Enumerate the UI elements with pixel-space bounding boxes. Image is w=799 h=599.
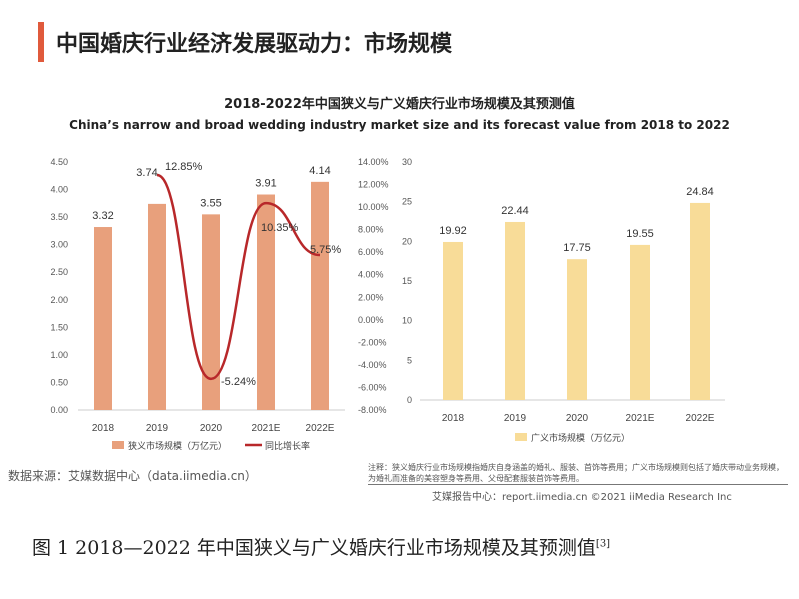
y-tick-left: 3.50 <box>50 212 68 222</box>
bar-narrow <box>311 181 329 410</box>
bar-broad <box>690 202 710 400</box>
y-tick-left: 2.50 <box>50 267 68 277</box>
y2-tick: 6.00% <box>358 247 384 257</box>
bar-narrow <box>94 227 112 410</box>
y-tick-right: 25 <box>402 197 412 207</box>
legend-swatch-bar <box>112 441 124 449</box>
bar-narrow <box>257 194 275 410</box>
growth-line <box>156 173 321 381</box>
bar-label: 17.75 <box>563 242 591 254</box>
figure-caption: 图 1 2018—2022 年中国狭义与广义婚庆行业市场规模及其预测值[3] <box>32 533 610 560</box>
bar-narrow <box>148 203 166 410</box>
y-tick-left: 2.00 <box>50 295 68 305</box>
x-tick-right: 2021E <box>626 413 655 424</box>
y-tick-left: 0.50 <box>50 377 68 387</box>
bar-label: 19.55 <box>626 228 654 240</box>
bar-label: 19.92 <box>439 225 467 237</box>
y2-tick: -4.00% <box>358 360 387 370</box>
legend-label-bar: 狭义市场规模（万亿元） <box>128 440 227 451</box>
bar-label: 3.91 <box>255 178 276 190</box>
page-title: 中国婚庆行业经济发展驱动力：市场规模 <box>56 32 453 57</box>
bar-label: 3.55 <box>200 197 221 209</box>
y2-tick: 8.00% <box>358 225 384 235</box>
bar-broad <box>505 221 525 400</box>
x-tick-right: 2020 <box>566 413 589 424</box>
caption-text: 图 1 2018—2022 年中国狭义与广义婚庆行业市场规模及其预测值 <box>32 537 596 559</box>
line-label: 10.35% <box>261 222 299 234</box>
legend-label-line: 同比增长率 <box>265 440 310 451</box>
bar-label: 3.32 <box>92 210 113 222</box>
note: 注释：狭义婚庆行业市场规模指婚庆自身涵盖的婚礼、服装、首饰等费用；广义市场规模则… <box>368 462 788 485</box>
bar-label: 4.14 <box>309 165 330 177</box>
bar-label: 3.74 <box>136 167 157 179</box>
line-label: -5.24% <box>221 376 256 388</box>
line-label: 5.75% <box>310 244 341 256</box>
bar-broad <box>567 259 587 400</box>
y-tick-right: 30 <box>402 157 412 167</box>
y2-tick: 10.00% <box>358 202 389 212</box>
bar-narrow <box>202 214 220 410</box>
y2-tick: 2.00% <box>358 292 384 302</box>
y-tick-right: 15 <box>402 276 412 286</box>
legend-label-broad: 广义市场规模（万亿元） <box>531 432 630 443</box>
y2-tick: -2.00% <box>358 337 387 347</box>
y2-tick: -6.00% <box>358 382 387 392</box>
x-tick-left: 2019 <box>146 423 169 434</box>
bar-label: 22.44 <box>501 205 529 217</box>
y-tick-left: 4.50 <box>50 157 68 167</box>
y-tick-left: 3.00 <box>50 240 68 250</box>
y-tick-left: 4.00 <box>50 185 68 195</box>
y-tick-right: 5 <box>407 355 412 365</box>
y-tick-right: 10 <box>402 316 412 326</box>
y2-tick: 4.00% <box>358 270 384 280</box>
x-tick-right: 2022E <box>686 413 715 424</box>
x-tick-right: 2018 <box>442 413 465 424</box>
copyright: 艾媒报告中心：report.iimedia.cn ©2021 iiMedia R… <box>432 492 732 503</box>
line-label: 12.85% <box>165 161 203 173</box>
source: 数据来源：艾媒数据中心（data.iimedia.cn） <box>8 469 257 483</box>
x-tick-left: 2018 <box>92 423 115 434</box>
caption-ref: [3] <box>595 538 611 550</box>
y2-tick: -8.00% <box>358 405 387 415</box>
legend-swatch-broad <box>515 433 527 441</box>
x-tick-left: 2020 <box>200 423 223 434</box>
y2-tick: 12.00% <box>358 180 389 190</box>
title-accent-bar <box>38 22 44 62</box>
y-tick-right: 0 <box>407 395 412 405</box>
x-tick-left: 2021E <box>252 423 281 434</box>
x-tick-left: 2022E <box>306 423 335 434</box>
bar-broad <box>443 241 463 400</box>
chart-subtitle: China’s narrow and broad wedding industr… <box>69 118 730 132</box>
y-tick-left: 1.50 <box>50 322 68 332</box>
y-tick-left: 1.00 <box>50 350 68 360</box>
y2-tick: 14.00% <box>358 157 389 167</box>
chart-title: 2018-2022年中国狭义与广义婚庆行业市场规模及其预测值 <box>224 97 575 112</box>
x-tick-right: 2019 <box>504 413 527 424</box>
bar-label: 24.84 <box>686 186 714 198</box>
y2-tick: 0.00% <box>358 315 384 325</box>
bar-broad <box>630 244 650 400</box>
y-tick-left: 0.00 <box>50 405 68 415</box>
y-tick-right: 20 <box>402 236 412 246</box>
